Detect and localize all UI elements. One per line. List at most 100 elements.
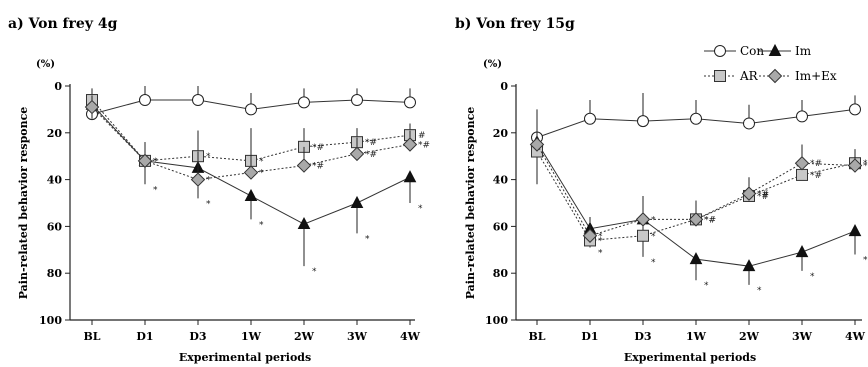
legend-label: AR xyxy=(739,69,759,83)
panel-b-xlabel: Experimental periods xyxy=(624,351,756,364)
legend-label: Im xyxy=(795,44,812,58)
point-im-ex xyxy=(84,99,100,115)
x-tick-label: 4W xyxy=(845,330,866,343)
point-con xyxy=(245,103,257,116)
significance-label: * xyxy=(153,157,158,167)
point-im xyxy=(244,188,258,201)
legend-label: Im+Ex xyxy=(795,69,837,83)
significance-label: *# xyxy=(863,159,868,169)
y-tick-label: 80 xyxy=(47,267,63,280)
point-im-ex xyxy=(847,158,863,173)
x-tick-label: 1W xyxy=(241,330,262,343)
series-im-ex: ***#*#*#*# xyxy=(529,121,868,243)
point-con xyxy=(404,96,416,109)
significance-label: * xyxy=(810,272,815,282)
x-tick-label: D1 xyxy=(581,330,598,343)
point-im-ex xyxy=(243,165,259,180)
y-tick-label: 0 xyxy=(500,80,508,93)
series-con xyxy=(86,86,416,121)
significance-label: *# xyxy=(810,159,822,169)
x-tick-label: 2W xyxy=(294,330,315,343)
point-im-ex xyxy=(529,137,545,152)
point-con xyxy=(584,112,596,125)
point-im-ex xyxy=(137,153,153,169)
x-tick-label: D3 xyxy=(634,330,651,343)
significance-label: * xyxy=(598,232,603,242)
x-tick-label: BL xyxy=(83,330,100,343)
y-tick-label: 40 xyxy=(47,174,63,187)
y-tick-label: 40 xyxy=(493,174,509,187)
legend-marker xyxy=(767,68,783,84)
point-im-ex xyxy=(582,228,598,243)
significance-label: * xyxy=(651,258,656,268)
significance-label: * xyxy=(598,236,603,246)
x-tick-label: BL xyxy=(528,330,545,343)
significance-label: # xyxy=(418,131,426,141)
significance-label: *# xyxy=(704,215,716,225)
significance-label: * xyxy=(153,185,158,195)
significance-label: * xyxy=(206,199,211,209)
significance-label: * xyxy=(651,215,656,225)
panel-a: a) Von frey 4g (%) Pain-related behavior… xyxy=(8,16,430,364)
point-im-ex xyxy=(635,212,651,227)
y-tick-label: 60 xyxy=(493,220,509,233)
y-tick-label: 20 xyxy=(47,127,63,140)
legend-marker xyxy=(714,70,726,82)
series-con xyxy=(531,93,861,144)
significance-label: *# xyxy=(365,150,377,160)
significance-label: * xyxy=(365,234,370,244)
panel-a-title: a) Von frey 4g xyxy=(8,16,118,32)
point-ar xyxy=(796,168,808,181)
x-tick-label: 2W xyxy=(739,330,760,343)
panel-b: b) Von frey 15g (%) Pain-related behavio… xyxy=(455,16,868,364)
significance-label: *# xyxy=(704,215,716,225)
point-im-ex xyxy=(349,146,365,162)
point-im xyxy=(848,224,862,237)
point-im-ex xyxy=(794,156,810,171)
point-im-ex xyxy=(190,172,206,187)
y-tick-label: 20 xyxy=(493,127,509,140)
point-con xyxy=(637,115,649,128)
significance-label: *# xyxy=(757,190,769,200)
x-tick-label: 4W xyxy=(400,330,421,343)
x-tick-label: D3 xyxy=(189,330,206,343)
point-con xyxy=(298,96,310,109)
significance-label: *# xyxy=(418,141,430,151)
significance-label: *# xyxy=(757,192,769,202)
point-im xyxy=(403,170,417,183)
point-con xyxy=(849,103,861,116)
point-im xyxy=(689,252,703,265)
point-im-ex xyxy=(296,158,312,173)
significance-label: * xyxy=(312,267,317,277)
point-im-ex xyxy=(741,186,757,201)
y-tick-label: 60 xyxy=(47,220,63,233)
point-im-ex xyxy=(402,137,418,152)
legend-label: Con xyxy=(740,44,764,58)
panel-b-ylabel: Pain-related behavior responce xyxy=(464,107,477,300)
significance-label: * xyxy=(704,281,709,291)
legend-marker xyxy=(768,43,782,56)
point-con xyxy=(796,110,808,123)
point-ar xyxy=(637,229,649,242)
significance-label: * xyxy=(757,286,762,296)
series-im-ex: * * * *# *# *# xyxy=(84,95,430,187)
panel-a-xlabel: Experimental periods xyxy=(179,351,311,364)
point-im xyxy=(742,259,756,272)
point-im xyxy=(350,195,364,208)
point-im xyxy=(795,245,809,258)
legend: Con Im AR Im+Ex xyxy=(704,43,837,84)
x-tick-label: 1W xyxy=(686,330,707,343)
significance-label: * xyxy=(418,204,423,214)
point-con xyxy=(743,117,755,130)
point-con xyxy=(192,94,204,107)
significance-label: * xyxy=(651,232,656,242)
significance-label: * xyxy=(206,152,211,162)
panel-a-ylabel: Pain-related behavior responce xyxy=(17,107,30,300)
point-im-ex xyxy=(688,212,704,227)
x-tick-label: 3W xyxy=(347,330,368,343)
point-con xyxy=(351,94,363,107)
significance-label: *# xyxy=(312,162,324,172)
significance-label: * xyxy=(206,176,211,186)
significance-label: * xyxy=(153,157,158,167)
significance-label: *# xyxy=(863,162,868,172)
